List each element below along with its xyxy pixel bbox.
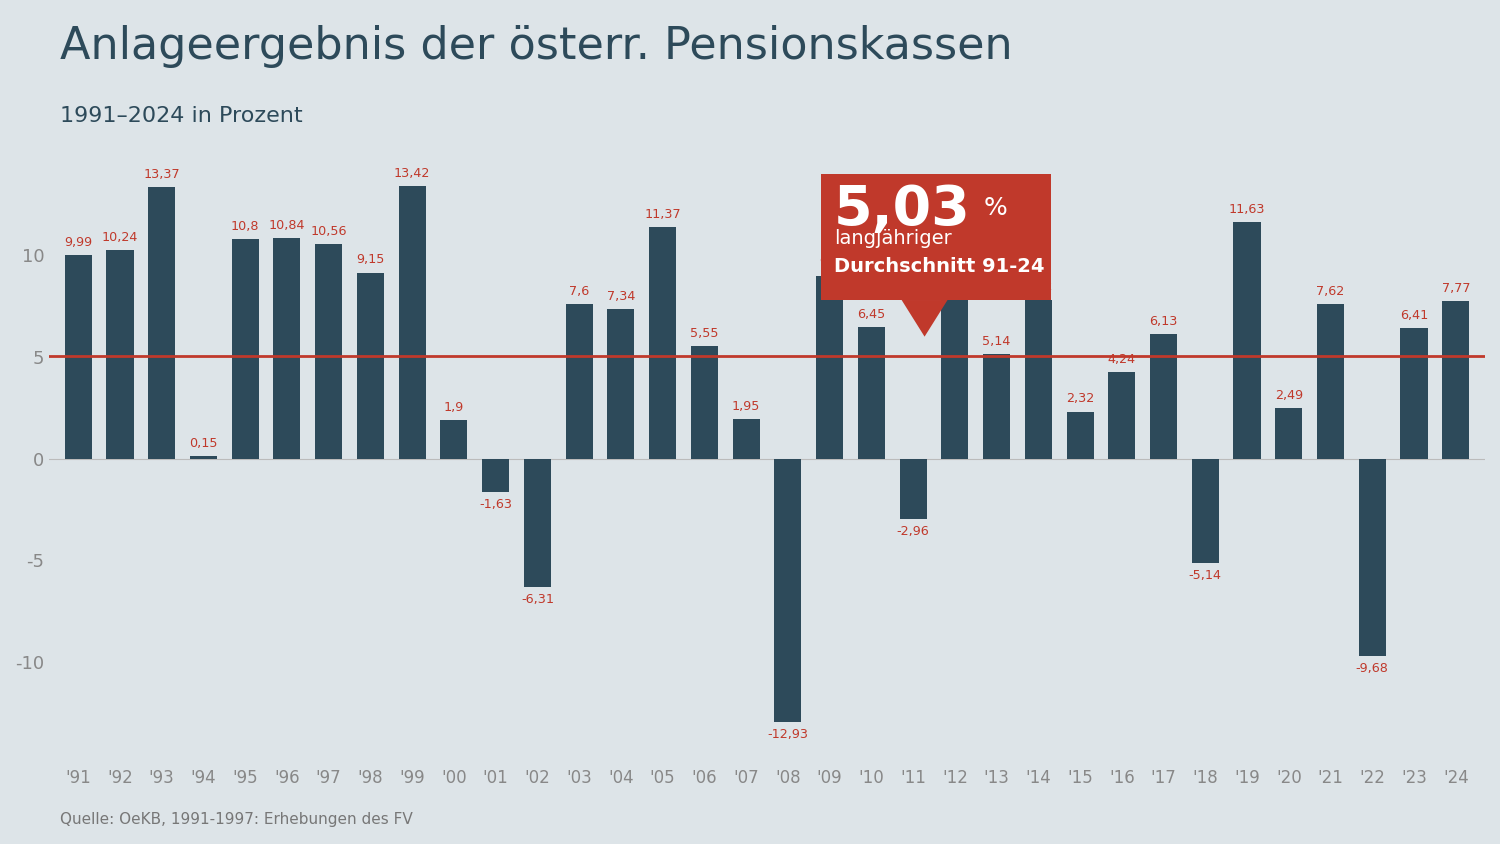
Text: 5,03: 5,03 — [834, 183, 970, 237]
Text: 6,13: 6,13 — [1149, 315, 1178, 327]
Bar — [1191, 459, 1219, 563]
Bar — [1317, 304, 1344, 459]
Bar — [566, 304, 592, 459]
Text: 7,77: 7,77 — [1442, 282, 1470, 295]
Bar — [1150, 334, 1178, 459]
Text: 8,39: 8,39 — [940, 269, 969, 282]
Text: langjähriger: langjähriger — [834, 229, 951, 248]
Bar — [231, 239, 260, 459]
Bar — [1066, 412, 1094, 459]
Bar — [273, 238, 300, 459]
Bar — [692, 346, 718, 459]
Text: 9,99: 9,99 — [64, 236, 93, 249]
Text: 7,62: 7,62 — [1317, 284, 1344, 298]
Bar — [148, 187, 176, 459]
Bar — [190, 456, 217, 459]
Bar — [816, 276, 843, 459]
Text: 7,82: 7,82 — [1024, 280, 1053, 294]
Text: 5,14: 5,14 — [982, 335, 1011, 348]
Text: 10,8: 10,8 — [231, 220, 260, 233]
Bar — [982, 354, 1010, 459]
Text: 1,9: 1,9 — [444, 401, 464, 414]
Text: 2,49: 2,49 — [1275, 389, 1304, 402]
Bar — [64, 256, 92, 459]
Text: 11,63: 11,63 — [1228, 203, 1266, 216]
Text: 10,24: 10,24 — [102, 231, 138, 244]
Text: -6,31: -6,31 — [520, 593, 554, 606]
Text: 10,84: 10,84 — [268, 219, 304, 232]
Text: -1,63: -1,63 — [478, 498, 512, 511]
Text: Quelle: OeKB, 1991-1997: Erhebungen des FV: Quelle: OeKB, 1991-1997: Erhebungen des … — [60, 812, 412, 827]
Bar — [1275, 408, 1302, 459]
Bar — [482, 459, 508, 492]
Text: -12,93: -12,93 — [768, 728, 808, 741]
Bar — [357, 273, 384, 459]
Bar — [1233, 222, 1260, 459]
Bar — [315, 244, 342, 459]
Bar — [942, 288, 969, 459]
Bar — [650, 227, 676, 459]
Text: -5,14: -5,14 — [1190, 570, 1222, 582]
Text: 9,0: 9,0 — [819, 257, 840, 269]
Bar — [774, 459, 801, 722]
Bar — [524, 459, 550, 587]
Polygon shape — [902, 300, 948, 337]
Text: 5,55: 5,55 — [690, 327, 718, 339]
Bar — [399, 186, 426, 459]
Text: 4,24: 4,24 — [1108, 354, 1136, 366]
Bar — [900, 459, 927, 519]
Bar — [106, 251, 134, 459]
Text: 1,95: 1,95 — [732, 400, 760, 413]
Text: 6,45: 6,45 — [856, 308, 885, 322]
Text: %: % — [984, 197, 1008, 220]
Bar — [608, 310, 634, 459]
FancyBboxPatch shape — [822, 174, 1052, 300]
Text: 9,15: 9,15 — [356, 253, 384, 267]
Text: -2,96: -2,96 — [897, 525, 930, 538]
Text: 13,37: 13,37 — [144, 168, 180, 181]
Text: 1991–2024 in Prozent: 1991–2024 in Prozent — [60, 106, 303, 126]
Text: 7,6: 7,6 — [568, 285, 590, 298]
Bar — [441, 420, 468, 459]
Text: 6,41: 6,41 — [1400, 309, 1428, 322]
Bar — [1401, 328, 1428, 459]
Text: 13,42: 13,42 — [394, 166, 430, 180]
Text: 10,56: 10,56 — [310, 225, 346, 238]
Text: 7,34: 7,34 — [606, 290, 634, 303]
Bar — [732, 419, 759, 459]
Bar — [1108, 372, 1136, 459]
Bar — [1359, 459, 1386, 656]
Bar — [1442, 300, 1470, 459]
Text: 11,37: 11,37 — [645, 208, 681, 221]
Text: -9,68: -9,68 — [1356, 662, 1389, 675]
Text: Anlageergebnis der österr. Pensionskassen: Anlageergebnis der österr. Pensionskasse… — [60, 25, 1012, 68]
Text: Durchschnitt 91-24: Durchschnitt 91-24 — [834, 257, 1044, 276]
Text: 2,32: 2,32 — [1066, 392, 1094, 405]
Text: 0,15: 0,15 — [189, 436, 217, 450]
Bar — [1024, 300, 1051, 459]
Bar — [858, 327, 885, 459]
